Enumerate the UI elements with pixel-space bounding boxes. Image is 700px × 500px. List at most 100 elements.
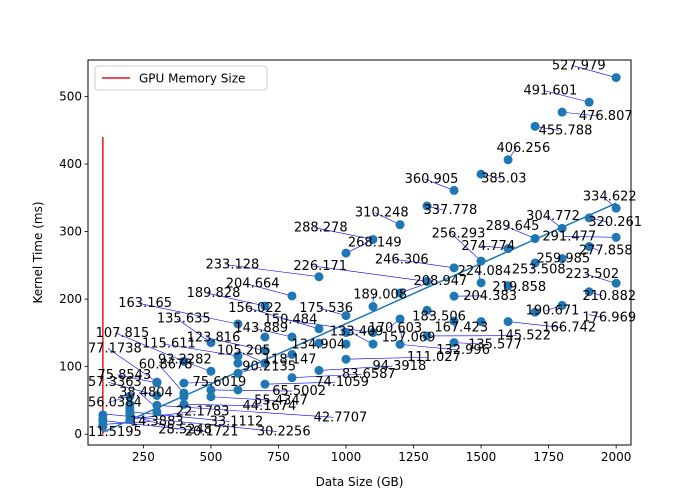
annotation-label: 189.008 <box>353 287 407 302</box>
annotation-label: 132.996 <box>436 343 490 358</box>
annotation-connector <box>283 319 374 333</box>
data-point <box>476 256 486 266</box>
data-point <box>422 331 432 341</box>
data-point <box>341 311 351 321</box>
annotation-label: 30.2256 <box>257 425 311 440</box>
annotation-connector <box>183 381 213 384</box>
annotation-connector <box>374 212 401 225</box>
data-point <box>287 332 297 342</box>
data-point <box>152 400 162 410</box>
data-point <box>449 291 459 301</box>
data-point <box>233 358 243 368</box>
annotation-connector <box>451 233 482 262</box>
data-point <box>368 328 378 338</box>
annotation-label: 134.904 <box>291 337 345 352</box>
data-point <box>314 324 324 334</box>
annotation-connector <box>505 225 536 239</box>
data-point <box>557 254 567 264</box>
data-point <box>476 278 486 288</box>
annotation-label: 57.3363 <box>88 375 142 390</box>
data-point <box>206 392 216 402</box>
annotation-label: 320.261 <box>588 215 642 230</box>
x-tick-label: 1000 <box>331 450 362 464</box>
data-point <box>314 365 324 375</box>
x-axis-title: Data Size (GB) <box>316 475 404 489</box>
data-point <box>314 338 324 348</box>
data-point <box>287 349 297 359</box>
data-point <box>503 317 513 327</box>
annotation-label: 55.4347 <box>254 393 308 408</box>
data-point <box>206 338 216 348</box>
data-point <box>449 185 459 195</box>
data-point <box>179 399 189 409</box>
annotation-label: 268.149 <box>348 235 402 250</box>
data-point <box>287 373 297 383</box>
annotation-label: 208.947 <box>414 274 468 289</box>
annotation-label: 259.985 <box>536 252 590 267</box>
annotation-label: 291.477 <box>542 229 596 244</box>
annotation-label: 42.7707 <box>314 410 368 425</box>
annotation-label: 94.3918 <box>372 359 426 374</box>
annotation-label: 256.293 <box>432 227 486 242</box>
annotation-label: 224.084 <box>458 264 512 279</box>
x-tick-label: 1500 <box>466 450 497 464</box>
annotation-label: 360.905 <box>405 172 459 187</box>
annotation-connector <box>585 273 617 284</box>
annotation-connector <box>345 356 428 360</box>
legend-label: GPU Memory Size <box>139 72 245 86</box>
annotation-connector <box>138 302 238 325</box>
y-axis-title: Kernel Time (ms) <box>31 202 45 304</box>
annotation-label: 115.611 <box>142 337 196 352</box>
annotation-connector <box>319 307 347 316</box>
annotation-connector <box>225 264 320 278</box>
annotation-label: 176.969 <box>582 310 636 325</box>
annotation-label: 190.671 <box>526 304 580 319</box>
annotation-connector <box>102 420 205 432</box>
legend-box <box>94 65 268 91</box>
data-point <box>206 385 216 395</box>
annotation-connector <box>399 328 402 338</box>
annotation-label: 253.508 <box>512 262 566 277</box>
data-point <box>611 203 621 213</box>
annotation-label: 107.815 <box>96 326 150 341</box>
annotation-label: 289.645 <box>486 219 540 234</box>
annotation-connector <box>183 404 263 407</box>
data-points <box>98 73 621 431</box>
data-point <box>125 399 135 409</box>
annotation-connector <box>206 337 266 351</box>
annotation-label: 277.858 <box>579 244 633 259</box>
data-point <box>503 281 513 291</box>
annotation-label: 74.1059 <box>315 375 369 390</box>
annotation-label: 65.5002 <box>272 384 326 399</box>
annotation-label: 77.1738 <box>88 341 142 356</box>
data-point <box>206 366 216 376</box>
annotation-label: 38.4804 <box>119 385 173 400</box>
annotation-label: 44.1674 <box>243 399 297 414</box>
data-point <box>260 346 270 356</box>
annotation-connector <box>394 259 455 269</box>
data-point <box>98 410 108 420</box>
data-point <box>260 379 270 389</box>
annotation-connector <box>236 350 266 364</box>
annotation-connector <box>313 265 428 282</box>
x-tick-label: 250 <box>132 450 155 464</box>
annotation-label: 246.306 <box>375 252 429 267</box>
data-point <box>179 388 189 398</box>
data-point <box>449 338 459 348</box>
annotation-label: 20.1721 <box>185 425 239 440</box>
annotation-label: 166.742 <box>542 321 596 336</box>
data-point <box>530 234 540 244</box>
annotation-label: 175.536 <box>299 301 353 316</box>
annotation-connector <box>254 327 293 338</box>
data-point <box>422 305 432 315</box>
data-point <box>503 244 513 254</box>
data-point <box>530 258 540 268</box>
annotation-label: 135.635 <box>157 312 211 327</box>
annotation-label: 135.577 <box>468 337 522 352</box>
annotation-label: 274.774 <box>461 239 515 254</box>
data-point <box>395 288 405 298</box>
legend: GPU Memory Size <box>94 65 268 91</box>
x-axis-ticks: 250 500 750 1000 1250 1500 1750 2000 <box>132 445 631 464</box>
annotation-label: 56.0384 <box>88 396 142 411</box>
annotation-connector <box>562 111 599 117</box>
